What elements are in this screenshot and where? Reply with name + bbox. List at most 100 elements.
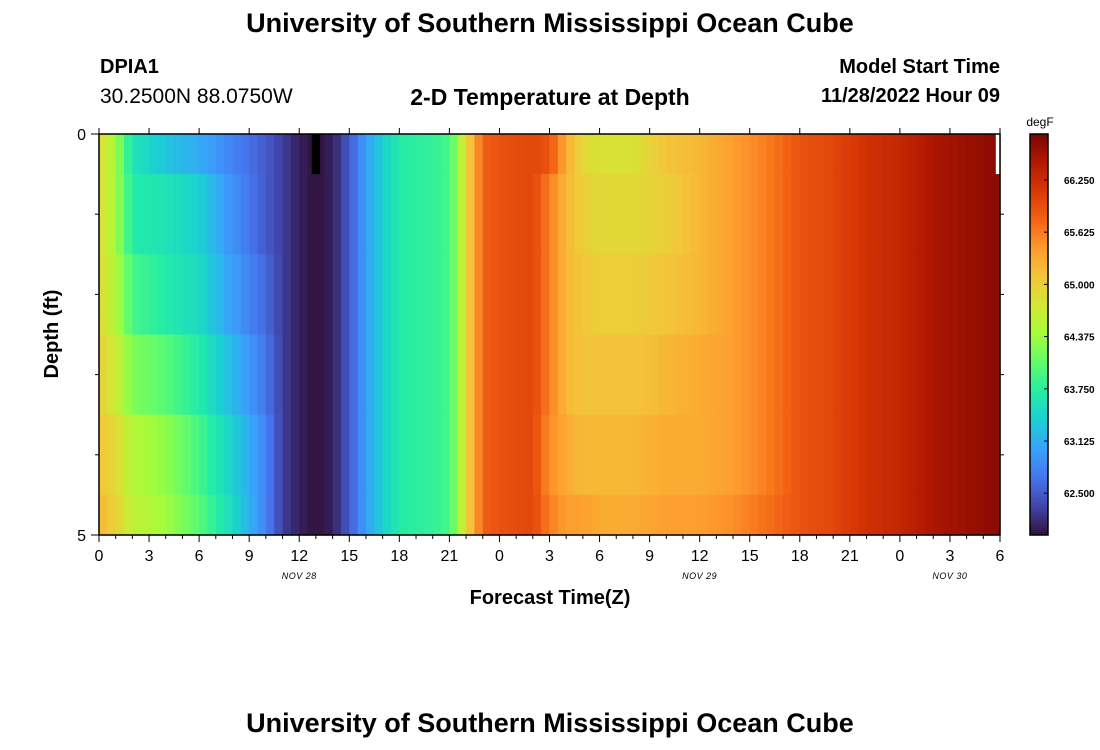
heatmap-cell: [449, 334, 459, 416]
heatmap-cell: [699, 134, 709, 175]
heatmap-cell: [591, 494, 601, 536]
heatmap-cell: [724, 174, 734, 255]
heatmap-cell: [190, 254, 200, 336]
colorbar-unit: degF: [1026, 115, 1053, 129]
heatmap-cell: [632, 414, 642, 496]
heatmap-cell: [624, 174, 634, 255]
heatmap-cell: [232, 174, 242, 255]
footer-title: University of Southern Mississippi Ocean…: [246, 708, 854, 738]
heatmap-cell: [624, 414, 634, 496]
heatmap-cell: [149, 134, 158, 175]
heatmap-cell: [916, 254, 926, 336]
heatmap-cell: [674, 174, 684, 255]
heatmap-cell: [699, 494, 709, 536]
heatmap-cell: [624, 134, 634, 175]
heatmap-cell: [682, 334, 692, 416]
heatmap-cell: [374, 254, 384, 336]
heatmap-cell: [524, 494, 534, 536]
heatmap-cell: [741, 494, 751, 536]
heatmap-cell: [249, 334, 259, 416]
heatmap-cell: [791, 414, 801, 496]
heatmap-cell: [274, 414, 284, 496]
heatmap-cell: [591, 414, 601, 496]
heatmap-cell: [290, 334, 300, 416]
heatmap-cell: [390, 134, 400, 175]
heatmap-cell: [507, 494, 517, 536]
heatmap-cell: [816, 334, 826, 416]
heatmap-cell: [749, 254, 759, 336]
heatmap-cell: [332, 134, 342, 175]
heatmap-cell: [107, 174, 117, 255]
heatmap-cell: [249, 134, 259, 175]
heatmap-cell: [224, 134, 234, 175]
heatmap-cell: [783, 334, 793, 416]
heatmap-cell: [716, 254, 726, 336]
heatmap-cell: [641, 254, 651, 336]
heatmap-cell: [324, 254, 334, 336]
heatmap-cell: [349, 174, 359, 255]
heatmap-cell: [449, 174, 459, 255]
heatmap-cell: [974, 334, 984, 416]
heatmap-cell: [874, 414, 884, 496]
heatmap-cell: [858, 334, 868, 416]
heatmap-cell: [666, 254, 676, 336]
heatmap-cell: [841, 494, 851, 536]
heatmap-cell: [482, 134, 492, 175]
heatmap-cell: [199, 174, 209, 255]
heatmap-cell: [958, 414, 968, 496]
heatmap-cell: [124, 494, 133, 536]
heatmap-cell: [149, 494, 158, 536]
heatmap-cell: [582, 414, 592, 496]
heatmap-cell: [107, 414, 117, 496]
heatmap-cell: [741, 174, 751, 255]
heatmap-cell: [474, 414, 484, 496]
heatmap-cell: [382, 254, 392, 336]
x-tick-label: 3: [545, 548, 554, 565]
heatmap-cell: [691, 414, 701, 496]
heatmap-cell: [407, 414, 417, 496]
heatmap-cell: [157, 134, 167, 175]
heatmap-cell: [657, 254, 667, 336]
heatmap-cell: [891, 334, 901, 416]
x-tick-label: 9: [245, 548, 254, 565]
heatmap-cell: [499, 134, 509, 175]
heatmap-cell: [124, 174, 133, 255]
heatmap-cell: [399, 334, 409, 416]
heatmap-cell: [582, 134, 592, 175]
heatmap-cell: [324, 414, 334, 496]
heatmap-cell: [941, 174, 951, 255]
heatmap-cell: [824, 254, 834, 336]
heatmap-cell: [949, 334, 959, 416]
heatmap-cell: [699, 174, 709, 255]
heatmap-cell: [516, 334, 526, 416]
heatmap-cell: [499, 174, 509, 255]
heatmap-cell: [966, 334, 976, 416]
heatmap-cell: [307, 174, 317, 255]
heatmap-cell: [382, 174, 392, 255]
y-tick-label: 5: [77, 528, 86, 545]
heatmap-cell: [958, 254, 968, 336]
heatmap-cell: [958, 174, 968, 255]
heatmap-cell: [340, 134, 350, 175]
heatmap-cell: [858, 134, 868, 175]
heatmap-cell: [566, 494, 576, 536]
heatmap-cell: [249, 254, 259, 336]
heatmap-cell: [182, 414, 192, 496]
heatmap-cell: [399, 134, 409, 175]
heatmap-cell: [641, 134, 651, 175]
heatmap-cell: [499, 254, 509, 336]
heatmap-cell: [591, 254, 601, 336]
heatmap-cell: [491, 334, 501, 416]
heatmap-cell: [432, 334, 442, 416]
heatmap-cell: [808, 494, 818, 536]
heatmap-cell: [174, 134, 184, 175]
heatmap-cell: [524, 174, 534, 255]
heatmap-cell: [466, 414, 476, 496]
heatmap-cell: [758, 134, 767, 175]
heatmap-cell: [174, 174, 184, 255]
heatmap-cell: [941, 414, 951, 496]
heatmap-cell: [516, 174, 526, 255]
heatmap-cell: [124, 134, 133, 175]
heatmap-cell: [641, 414, 651, 496]
heatmap-cell: [474, 494, 484, 536]
